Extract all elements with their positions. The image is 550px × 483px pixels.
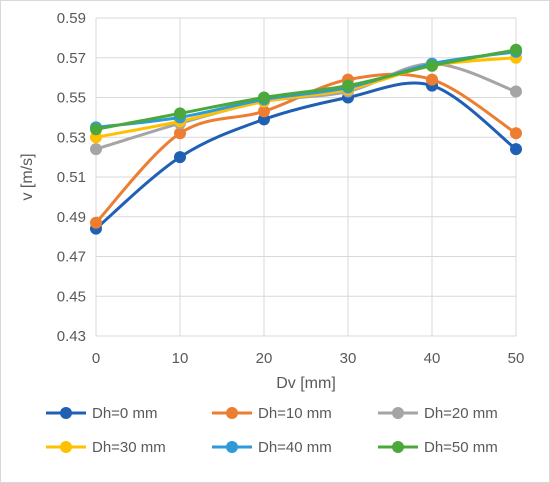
legend-entry: Dh=50 mm xyxy=(378,439,498,456)
data-point xyxy=(258,91,270,104)
legend-entry: Dh=30 mm xyxy=(46,439,166,456)
legend-marker xyxy=(60,407,72,419)
series-line xyxy=(94,81,518,231)
legend-label: Dh=50 mm xyxy=(424,439,498,456)
y-axis-title: v [m/s] xyxy=(19,153,36,200)
data-point xyxy=(510,85,522,98)
legend-entry: Dh=40 mm xyxy=(212,439,332,456)
data-point xyxy=(510,127,522,140)
x-tick-label: 0 xyxy=(92,350,100,367)
legend-marker xyxy=(392,441,404,453)
data-point xyxy=(510,43,522,56)
legend-entry: Dh=0 mm xyxy=(46,405,157,422)
series-line xyxy=(94,48,518,131)
legend: Dh=0 mm Dh=10 mm Dh=20 mm Dh=30 mm Dh=40 mm D… xyxy=(46,405,498,456)
y-axis-ticks: 0.43 0.45 0.47 0.49 0.51 0.53 0.55 0.57 0.59 xyxy=(57,10,86,345)
y-tick-label: 0.49 xyxy=(57,209,86,226)
legend-marker xyxy=(60,441,72,453)
series-group xyxy=(90,43,522,235)
x-tick-label: 10 xyxy=(172,350,189,367)
series-dh-50-mm xyxy=(90,43,522,136)
y-tick-label: 0.47 xyxy=(57,249,86,266)
data-point xyxy=(426,73,438,86)
legend-label: Dh=40 mm xyxy=(258,439,332,456)
legend-marker xyxy=(226,407,238,419)
x-tick-label: 50 xyxy=(508,350,525,367)
data-point xyxy=(426,59,438,72)
y-tick-label: 0.53 xyxy=(57,129,86,146)
legend-entry: Dh=10 mm xyxy=(212,405,332,422)
data-point xyxy=(174,151,186,164)
x-axis-title: Dv [mm] xyxy=(276,375,336,392)
data-point xyxy=(90,123,102,136)
data-point xyxy=(510,143,522,156)
data-point xyxy=(90,216,102,229)
y-tick-label: 0.59 xyxy=(57,10,86,27)
data-point xyxy=(174,107,186,120)
y-tick-label: 0.43 xyxy=(57,328,86,345)
x-tick-label: 40 xyxy=(424,350,441,367)
data-point xyxy=(342,79,354,92)
x-tick-label: 30 xyxy=(340,350,357,367)
data-point xyxy=(90,143,102,156)
legend-label: Dh=20 mm xyxy=(424,405,498,422)
legend-marker xyxy=(392,407,404,419)
x-tick-label: 20 xyxy=(256,350,273,367)
y-tick-label: 0.57 xyxy=(57,50,86,67)
series-line xyxy=(94,50,518,129)
legend-label: Dh=10 mm xyxy=(258,405,332,422)
y-tick-label: 0.55 xyxy=(57,90,86,107)
legend-label: Dh=30 mm xyxy=(92,439,166,456)
x-axis-ticks: 0 10 20 30 40 50 xyxy=(92,350,525,367)
legend-marker xyxy=(226,441,238,453)
legend-label: Dh=0 mm xyxy=(92,405,157,422)
data-point xyxy=(258,105,270,118)
data-point xyxy=(174,127,186,140)
y-tick-label: 0.45 xyxy=(57,288,86,305)
y-tick-label: 0.51 xyxy=(57,169,86,186)
legend-entry: Dh=20 mm xyxy=(378,405,498,422)
